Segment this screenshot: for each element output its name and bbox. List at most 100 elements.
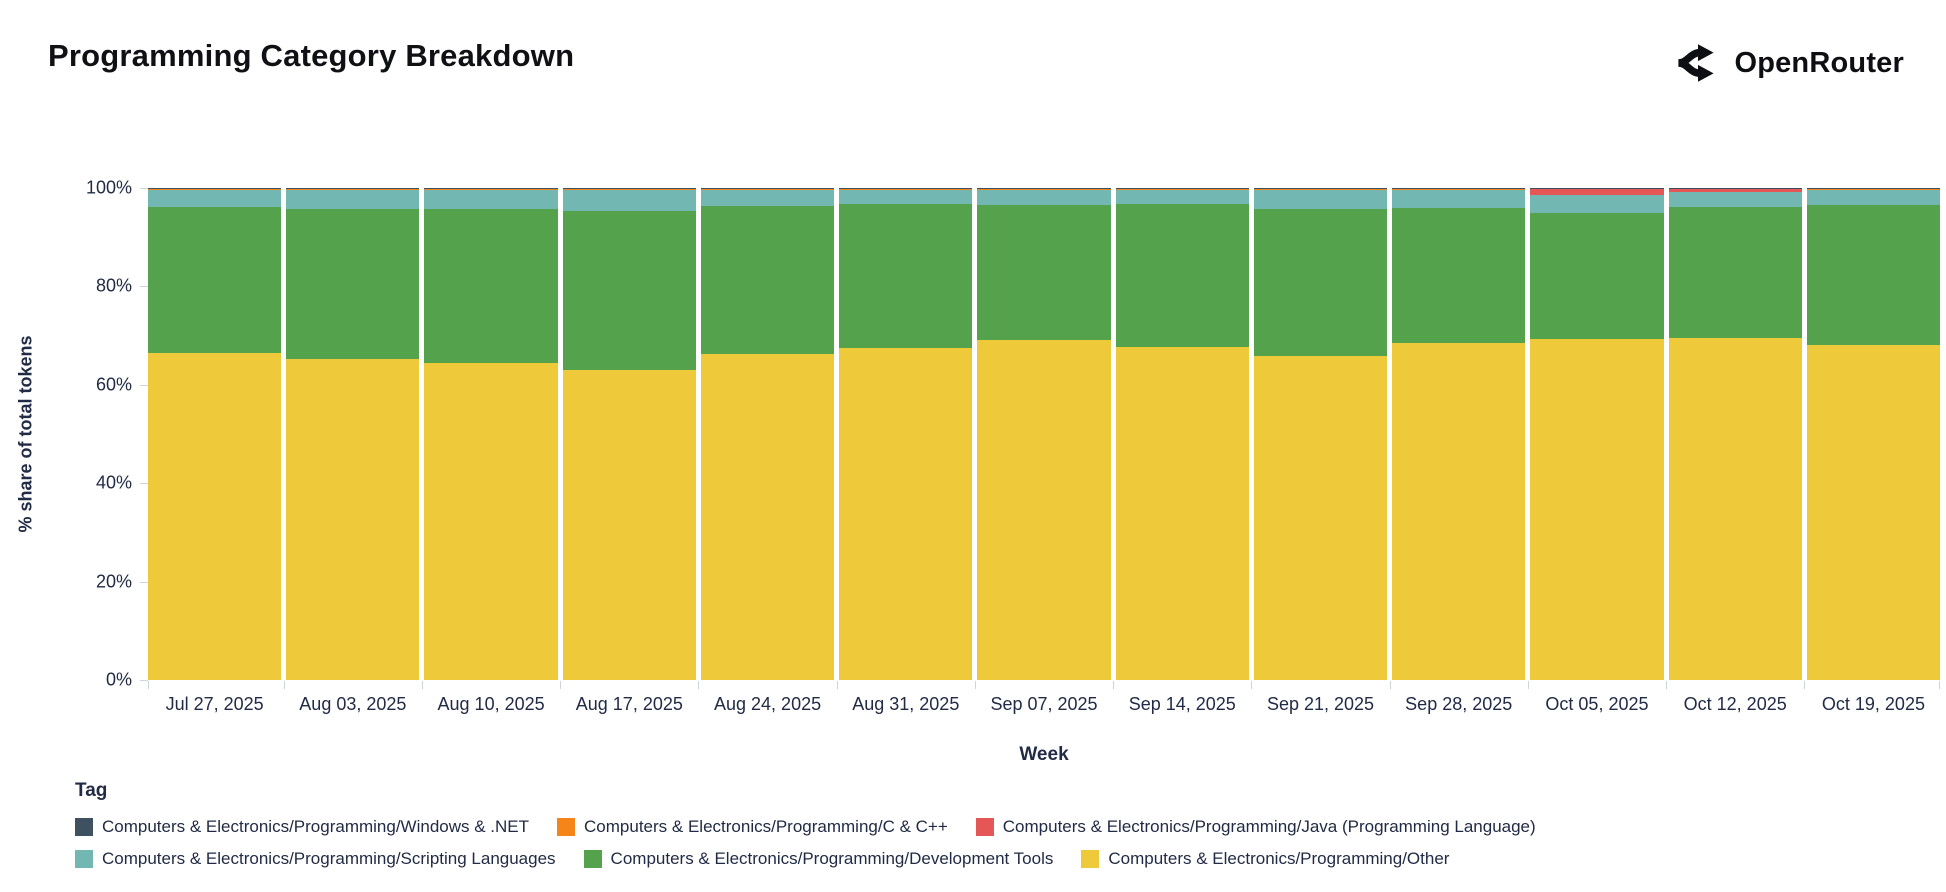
bar-week-5[interactable] [700, 188, 835, 680]
bar-segment[interactable] [562, 211, 696, 370]
bar-week-1[interactable] [148, 188, 282, 680]
bar-segment[interactable] [1115, 347, 1249, 680]
bar-segment[interactable] [286, 190, 420, 210]
bar-segment[interactable] [1530, 194, 1664, 214]
bar-segment[interactable] [1392, 188, 1526, 191]
legend-label: Computers & Electronics/Programming/Deve… [610, 849, 1054, 868]
x-axis-label: Sep 07, 2025 [990, 694, 1098, 714]
bar-week-11[interactable] [1530, 188, 1664, 680]
bar-segment[interactable] [286, 209, 420, 360]
bar-segment[interactable] [148, 352, 282, 680]
bar-segment[interactable] [839, 188, 973, 190]
legend-swatch-icon [583, 850, 602, 868]
bar-segment[interactable] [1806, 345, 1941, 680]
bar-segment[interactable] [700, 354, 835, 680]
x-axis-label: Oct 05, 2025 [1545, 694, 1649, 714]
bar-segment[interactable] [1253, 190, 1388, 210]
brand: OpenRouter [1675, 40, 1904, 86]
x-tick-mark [1389, 681, 1391, 689]
bar-segment[interactable] [1530, 339, 1664, 680]
bar-segment[interactable] [1668, 206, 1802, 339]
bar-segment[interactable] [286, 359, 420, 680]
x-axis-label: Sep 28, 2025 [1405, 694, 1513, 714]
bar-segment[interactable] [977, 340, 1111, 680]
bar-segment[interactable] [1253, 356, 1388, 680]
bar-segment[interactable] [562, 188, 696, 191]
bar-segment[interactable] [1253, 188, 1388, 191]
bar-week-4[interactable] [562, 188, 696, 680]
bar-week-10[interactable] [1392, 188, 1526, 680]
bar-week-13[interactable] [1806, 188, 1941, 680]
bar-segment[interactable] [148, 188, 282, 190]
bar-segment[interactable] [839, 204, 973, 348]
bar-segment[interactable] [1806, 205, 1941, 346]
bar-segment[interactable] [424, 362, 558, 680]
bar-segment[interactable] [562, 369, 696, 680]
bar-week-12[interactable] [1668, 188, 1802, 680]
bar-segment[interactable] [1806, 189, 1941, 206]
x-axis-ticks [148, 681, 1940, 690]
bar-week-2[interactable] [286, 188, 420, 680]
bar-segment[interactable] [700, 188, 835, 190]
bar-segment[interactable] [562, 190, 696, 212]
bar-segment[interactable] [286, 188, 420, 191]
bar-segment[interactable] [424, 190, 558, 210]
legend-label: Computers & Electronics/Programming/Wind… [102, 817, 530, 836]
bar-segment[interactable] [1668, 192, 1802, 207]
bar-segment[interactable] [1806, 188, 1941, 190]
bar-week-3[interactable] [424, 188, 558, 680]
legend-swatch-icon [557, 818, 576, 836]
page-title: Programming Category Breakdown [48, 38, 575, 73]
bar-segment[interactable] [424, 188, 558, 191]
legend-item[interactable]: Computers & Electronics/Programming/C & … [557, 817, 948, 837]
x-axis-label: Aug 10, 2025 [437, 694, 545, 714]
legend-items: Computers & Electronics/Programming/Wind… [75, 817, 1875, 869]
bar-week-6[interactable] [839, 188, 973, 680]
bar-segment[interactable] [977, 205, 1111, 341]
legend-item[interactable]: Computers & Electronics/Programming/Wind… [75, 817, 529, 837]
bar-segment[interactable] [1392, 342, 1526, 680]
bar-segment[interactable] [700, 205, 835, 355]
legend-item[interactable]: Computers & Electronics/Programming/Deve… [583, 849, 1054, 869]
legend-item[interactable]: Computers & Electronics/Programming/Scri… [75, 849, 556, 869]
bar-segment[interactable] [148, 190, 282, 207]
legend-title: Tag [75, 780, 108, 801]
bar-segment[interactable] [977, 188, 1111, 190]
x-axis-label: Oct 19, 2025 [1821, 694, 1925, 714]
legend-label: Computers & Electronics/Programming/Java… [1002, 817, 1536, 836]
x-tick-mark [1939, 681, 1940, 689]
bar-segment[interactable] [1115, 188, 1249, 190]
bar-segment[interactable] [148, 206, 282, 353]
legend-swatch-icon [975, 818, 994, 836]
bar-week-7[interactable] [977, 188, 1111, 680]
bar-segment[interactable] [1668, 188, 1802, 193]
bar-segment[interactable] [839, 189, 973, 205]
legend-label: Computers & Electronics/Programming/C & … [584, 817, 948, 836]
bar-segment[interactable] [1253, 209, 1388, 357]
bar-segment[interactable] [1668, 338, 1802, 680]
x-axis-title: Week [1019, 744, 1069, 765]
bar-segment[interactable] [839, 347, 973, 680]
bar-segment[interactable] [1392, 190, 1526, 209]
bar-segment[interactable] [977, 189, 1111, 206]
bar-segment[interactable] [1115, 189, 1249, 205]
x-tick-mark [836, 681, 838, 689]
bar-week-8[interactable] [1115, 188, 1249, 680]
y-axis: 0% 20% 40% 60% 80% 100% [0, 178, 148, 690]
bar-week-9[interactable] [1253, 188, 1388, 680]
y-tick-label: 40% [95, 472, 132, 493]
x-tick-mark [560, 681, 562, 689]
y-tick-mark [140, 384, 148, 386]
legend-item[interactable]: Computers & Electronics/Programming/Java… [975, 817, 1536, 837]
bar-segment[interactable] [1115, 204, 1249, 348]
bar-segment[interactable] [424, 209, 558, 363]
bar-segment[interactable] [1530, 188, 1664, 195]
x-tick-mark [1113, 681, 1115, 689]
bar-segment[interactable] [1530, 213, 1664, 340]
bar-segment[interactable] [700, 189, 835, 206]
bar-segment[interactable] [1392, 208, 1526, 343]
legend-item[interactable]: Computers & Electronics/Programming/Othe… [1081, 849, 1449, 869]
x-tick-mark [148, 681, 149, 689]
x-tick-mark [283, 681, 285, 689]
